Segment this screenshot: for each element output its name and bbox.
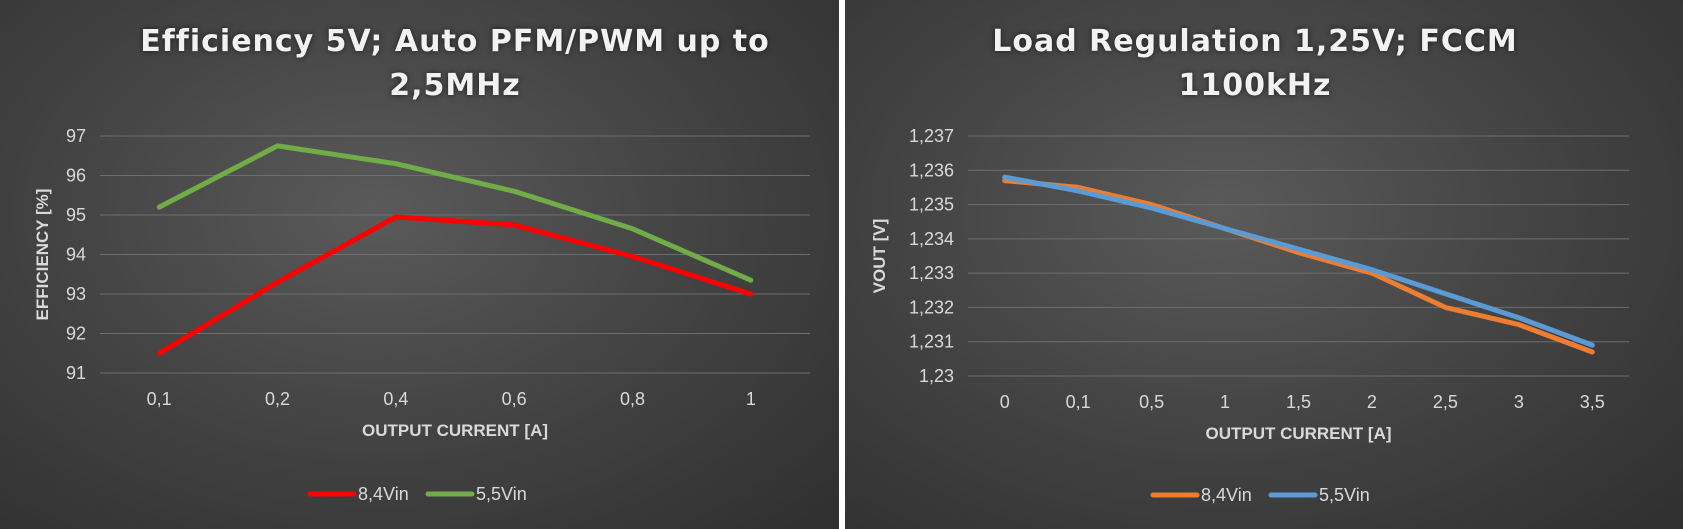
y-axis-title: EFFICIENCY [%]: [33, 189, 52, 321]
y-tick-label: 1,231: [909, 332, 954, 352]
chart-title: Load Regulation 1,25V; FCCM 1100kHz: [992, 24, 1518, 103]
legend-label: 5,5Vin: [476, 484, 527, 504]
y-tick-label: 1,233: [909, 263, 954, 283]
series-line: [1002, 178, 1595, 355]
series-line: [156, 143, 754, 283]
legend-label: 8,4Vin: [358, 484, 409, 504]
y-tick-label: 91: [66, 363, 86, 383]
y-tick-label: 94: [66, 245, 86, 265]
x-tick-label: 1: [746, 389, 756, 409]
load-regulation-plot: 1,23 1,231 1,232 1,233 1,234 1,235 1,236 1,237 0…: [870, 126, 1629, 505]
y-tick-label: 92: [66, 324, 86, 344]
x-tick-label: 0,1: [147, 389, 172, 409]
y-axis-title: VOUT [V]: [870, 219, 889, 294]
x-tick-label: 3,5: [1580, 392, 1605, 412]
x-axis-title: OUTPUT CURRENT [A]: [362, 421, 548, 440]
y-tick-label: 93: [66, 284, 86, 304]
x-tick-label: 0,4: [383, 389, 408, 409]
x-tick-label: 1: [1220, 392, 1230, 412]
x-tick-label: 0,1: [1066, 392, 1091, 412]
load-regulation-chart: Load Regulation 1,25V; FCCM 1100kHz 1,23…: [845, 0, 1683, 529]
y-tick-label: 1,237: [909, 126, 954, 146]
y-tick-label: 1,234: [909, 229, 954, 249]
y-tick-label: 1,236: [909, 160, 954, 180]
x-tick-label: 0: [1000, 392, 1010, 412]
y-tick-label: 1,23: [919, 366, 954, 386]
y-tick-label: 95: [66, 205, 86, 225]
legend-label: 5,5Vin: [1319, 485, 1370, 505]
x-tick-label: 2,5: [1433, 392, 1458, 412]
x-tick-label: 0,8: [620, 389, 645, 409]
y-tick-label: 1,235: [909, 195, 954, 215]
efficiency-chart: Efficiency 5V; Auto PFM/PWM up to 2,5MHz…: [0, 0, 839, 529]
y-tick-label: 96: [66, 166, 86, 186]
y-tick-label: 97: [66, 126, 86, 146]
x-tick-label: 2: [1367, 392, 1377, 412]
chart-title: Efficiency 5V; Auto PFM/PWM up to 2,5MHz: [140, 24, 770, 103]
x-tick-label: 0,5: [1139, 392, 1164, 412]
efficiency-plot: 91 92 93 94 95 96 97 0,1 0,2 0,4 0,6 0,8 1 OUTPUT CUR…: [33, 126, 810, 504]
series-line: [156, 214, 754, 356]
x-tick-label: 0,6: [502, 389, 527, 409]
x-axis-title: OUTPUT CURRENT [A]: [1205, 424, 1391, 443]
x-tick-label: 0,2: [265, 389, 290, 409]
x-tick-label: 1,5: [1286, 392, 1311, 412]
x-tick-label: 3: [1514, 392, 1524, 412]
y-tick-label: 1,232: [909, 297, 954, 317]
series-line: [1002, 174, 1595, 348]
legend-label: 8,4Vin: [1201, 485, 1252, 505]
